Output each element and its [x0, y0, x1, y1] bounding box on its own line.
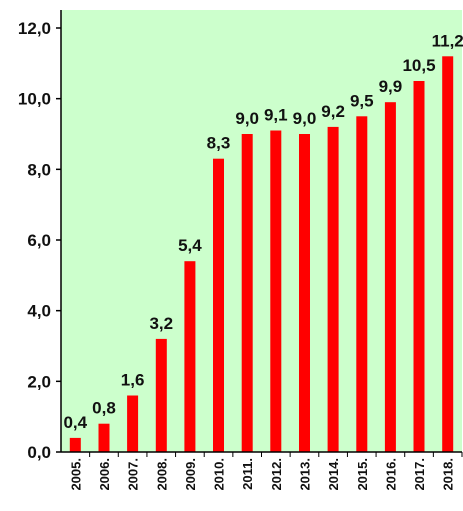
bar [442, 56, 454, 453]
data-label: 9,1 [264, 106, 288, 125]
y-tick-label: 4,0 [27, 302, 51, 321]
x-tick-label: 2010. [212, 458, 227, 491]
bar [127, 395, 139, 452]
x-tick-label: 2016. [383, 458, 398, 491]
data-label: 1,6 [121, 371, 145, 390]
x-tick-label: 2006. [97, 458, 112, 491]
x-tick-label: 2005. [68, 458, 83, 491]
y-tick-label: 10,0 [18, 90, 51, 109]
data-label: 9,2 [321, 102, 345, 121]
bars-group [69, 56, 454, 453]
bar [413, 81, 425, 452]
x-axis: 2005. 2006. 2007. 2008. 2009. 2010. 2011. 2012.… [61, 451, 463, 491]
data-label: 8,3 [207, 134, 231, 153]
bar [213, 158, 224, 452]
x-tick-label: 2014. [326, 458, 341, 491]
data-label: 0,8 [92, 399, 116, 418]
y-tick-label: 0,0 [27, 443, 51, 462]
y-tick-label: 12,0 [18, 19, 51, 38]
x-tick-label: 2017. [412, 458, 427, 491]
x-tick-label: 2008. [154, 458, 169, 491]
y-tick-label: 6,0 [27, 231, 51, 250]
data-labels-group: 0,40,81,63,25,48,39,0 9,1 9,0 9,29,59,910,5… [63, 31, 463, 432]
x-tick-label: 2012. [269, 458, 284, 491]
data-label: 9,9 [379, 77, 403, 96]
x-tick-label: 2013. [298, 458, 313, 491]
data-label: 9,0 [293, 109, 317, 128]
y-tick-label: 8,0 [27, 160, 51, 179]
data-label: 11,2 [432, 31, 463, 50]
bar [184, 261, 196, 452]
bar [327, 126, 339, 453]
bar [384, 102, 396, 452]
bar [270, 130, 282, 452]
data-label: 0,4 [63, 413, 87, 432]
data-label: 3,2 [149, 314, 173, 333]
y-axis: 0,0 2,0 4,0 6,0 8,0 10,0 12,0 [18, 10, 62, 462]
data-label: 9,0 [235, 109, 259, 128]
bar [299, 134, 310, 452]
x-tick-label: 2011. [240, 458, 255, 490]
data-label: 5,4 [178, 236, 202, 255]
bar [98, 423, 110, 452]
x-tick-label: 2018. [441, 458, 456, 491]
x-tick-label: 2007. [126, 458, 141, 491]
x-tick-label: 2009. [183, 458, 198, 491]
data-label: 10,5 [402, 56, 435, 75]
bar [155, 338, 167, 452]
data-label: 9,5 [350, 91, 374, 110]
bar [356, 116, 368, 453]
bar [241, 134, 253, 452]
y-tick-label: 2,0 [27, 372, 51, 391]
bar [69, 437, 81, 452]
x-tick-label: 2015. [355, 458, 370, 491]
